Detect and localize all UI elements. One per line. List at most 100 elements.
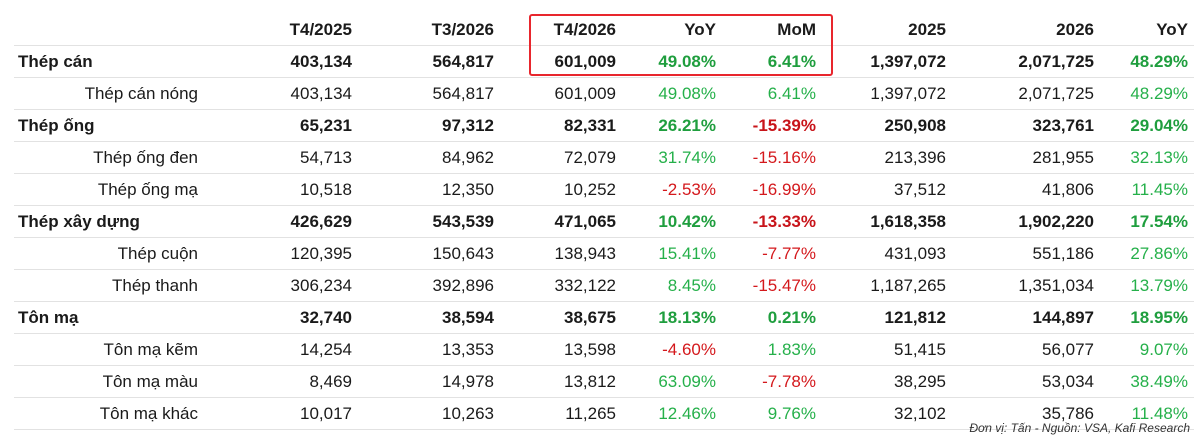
sub-row: Thép ống mạ 10,518 12,350 10,252 -2.53% -16.9… (14, 173, 1194, 206)
table-cell: 10,263 (358, 397, 500, 430)
table-cell: 15.41% (622, 237, 722, 270)
group-row: Thép ống 65,231 97,312 82,331 26.21% -15.39% 2… (14, 109, 1194, 142)
table-cell: 48.29% (1100, 77, 1194, 110)
column-header: YoY (1100, 14, 1194, 46)
row-label: Thép thanh (14, 269, 222, 302)
table-cell: 17.54% (1100, 205, 1194, 238)
table-cell: 471,065 (500, 205, 622, 238)
table-cell: 37,512 (822, 173, 952, 206)
table-cell: 18.95% (1100, 301, 1194, 334)
table-cell: 14,254 (222, 333, 358, 366)
table-cell: -7.78% (722, 365, 822, 398)
table-cell: 1,351,034 (952, 269, 1100, 302)
table-cell: 63.09% (622, 365, 722, 398)
table-cell: 601,009 (500, 45, 622, 78)
steel-output-table: T4/2025 T3/2026 T4/2026 YoY MoM 2025 2026 YoY T… (14, 14, 1194, 430)
table-cell: 10.42% (622, 205, 722, 238)
table-cell: -7.77% (722, 237, 822, 270)
sub-row: Thép cán nóng 403,134 564,817 601,009 49.08%… (14, 77, 1194, 110)
table-cell: 13,353 (358, 333, 500, 366)
table-cell: 392,896 (358, 269, 500, 302)
table-cell: 72,079 (500, 141, 622, 174)
row-label: Thép cán (14, 45, 222, 78)
table-cell: 14,978 (358, 365, 500, 398)
table-cell: 65,231 (222, 109, 358, 142)
table-cell: -16.99% (722, 173, 822, 206)
table-cell: 1.83% (722, 333, 822, 366)
sub-row: Thép thanh 306,234 392,896 332,122 8.45% -15.… (14, 269, 1194, 302)
row-label: Thép xây dựng (14, 205, 222, 238)
table-cell: 13,812 (500, 365, 622, 398)
table-cell: 2,071,725 (952, 77, 1100, 110)
table-cell: 144,897 (952, 301, 1100, 334)
table-cell: 10,518 (222, 173, 358, 206)
table-cell: 97,312 (358, 109, 500, 142)
table-cell: 12.46% (622, 397, 722, 430)
table-cell: 138,943 (500, 237, 622, 270)
sub-row: Tôn mạ kẽm 14,254 13,353 13,598 -4.60% 1.83% 5… (14, 333, 1194, 366)
table-cell: 564,817 (358, 45, 500, 78)
table-cell: 431,093 (822, 237, 952, 270)
table-cell: 51,415 (822, 333, 952, 366)
row-label: Thép ống mạ (14, 173, 222, 206)
row-label: Thép ống đen (14, 141, 222, 174)
table-cell: 11.45% (1100, 173, 1194, 206)
row-label: Thép ống (14, 109, 222, 142)
table-cell: 306,234 (222, 269, 358, 302)
table-cell: 10,252 (500, 173, 622, 206)
table-cell: 38,675 (500, 301, 622, 334)
row-label: Tôn mạ (14, 301, 222, 334)
table-cell: 84,962 (358, 141, 500, 174)
sub-row: Tôn mạ khác 10,017 10,263 11,265 12.46% 9.76%… (14, 397, 1194, 430)
column-header: T4/2026 (500, 14, 622, 46)
column-header: 2025 (822, 14, 952, 46)
table-cell: 551,186 (952, 237, 1100, 270)
table-cell: 8.45% (622, 269, 722, 302)
table-cell: 54,713 (222, 141, 358, 174)
sub-row: Thép cuộn 120,395 150,643 138,943 15.41% -7.7… (14, 237, 1194, 270)
table-cell: 543,539 (358, 205, 500, 238)
table-cell: 403,134 (222, 77, 358, 110)
table-cell: 53,034 (952, 365, 1100, 398)
row-label: Thép cuộn (14, 237, 222, 270)
table-cell: -13.33% (722, 205, 822, 238)
column-header: T4/2025 (222, 14, 358, 46)
table-cell: 426,629 (222, 205, 358, 238)
table-cell: 1,618,358 (822, 205, 952, 238)
table-cell: 1,902,220 (952, 205, 1100, 238)
table-cell: 1,187,265 (822, 269, 952, 302)
table-cell: -15.39% (722, 109, 822, 142)
table-cell: 48.29% (1100, 45, 1194, 78)
table-cell: -15.47% (722, 269, 822, 302)
sub-row: Thép ống đen 54,713 84,962 72,079 31.74% -15.… (14, 141, 1194, 174)
header-label-cell (14, 14, 222, 46)
group-row: Thép xây dựng 426,629 543,539 471,065 10.42%… (14, 205, 1194, 238)
row-label: Tôn mạ khác (14, 397, 222, 430)
table-cell: 11,265 (500, 397, 622, 430)
table-cell: 18.13% (622, 301, 722, 334)
table-cell: 1,397,072 (822, 77, 952, 110)
table-cell: 281,955 (952, 141, 1100, 174)
column-header: MoM (722, 14, 822, 46)
group-row: Thép cán 403,134 564,817 601,009 49.08% 6.41%… (14, 45, 1194, 78)
table-cell: 32,740 (222, 301, 358, 334)
table-cell: 1,397,072 (822, 45, 952, 78)
table-cell: 35,786 (952, 397, 1100, 430)
table-cell: 10,017 (222, 397, 358, 430)
table-cell: 150,643 (358, 237, 500, 270)
header-row: T4/2025 T3/2026 T4/2026 YoY MoM 2025 2026 YoY (14, 14, 1194, 46)
sub-row: Tôn mạ màu 8,469 14,978 13,812 63.09% -7.78% 3… (14, 365, 1194, 398)
column-header: 2026 (952, 14, 1100, 46)
table-cell: 323,761 (952, 109, 1100, 142)
table-cell: 213,396 (822, 141, 952, 174)
table-cell: -2.53% (622, 173, 722, 206)
source-note: Đơn vị: Tấn - Nguồn: VSA, Kafi Research (969, 421, 1190, 435)
table-cell: 31.74% (622, 141, 722, 174)
table-cell: 38.49% (1100, 365, 1194, 398)
table-cell: 601,009 (500, 77, 622, 110)
table-cell: 13,598 (500, 333, 622, 366)
table-cell: 32,102 (822, 397, 952, 430)
table-cell: 56,077 (952, 333, 1100, 366)
table-body: Thép cán 403,134 564,817 601,009 49.08% 6.41%… (14, 45, 1194, 430)
table-cell: 9.07% (1100, 333, 1194, 366)
